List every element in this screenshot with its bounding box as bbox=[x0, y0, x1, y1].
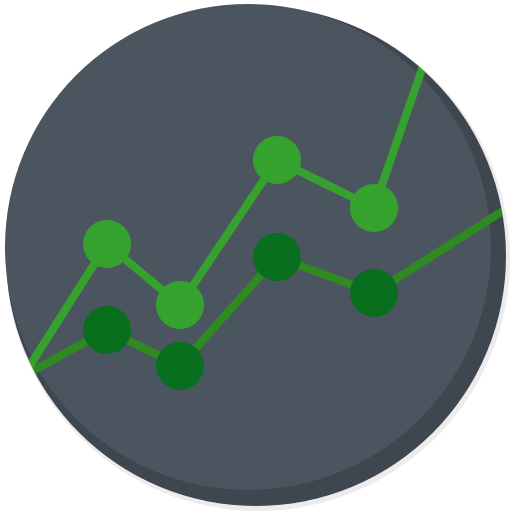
dot bbox=[156, 342, 204, 390]
bright-line bbox=[18, 38, 436, 381]
dot bbox=[350, 184, 398, 232]
dark-dots bbox=[83, 233, 398, 390]
dot bbox=[253, 136, 301, 184]
dot bbox=[83, 220, 131, 268]
dot bbox=[83, 306, 131, 354]
dot bbox=[350, 269, 398, 317]
bright-dots bbox=[83, 136, 398, 329]
dot bbox=[156, 281, 204, 329]
disc bbox=[5, 4, 491, 490]
dot bbox=[253, 233, 301, 281]
